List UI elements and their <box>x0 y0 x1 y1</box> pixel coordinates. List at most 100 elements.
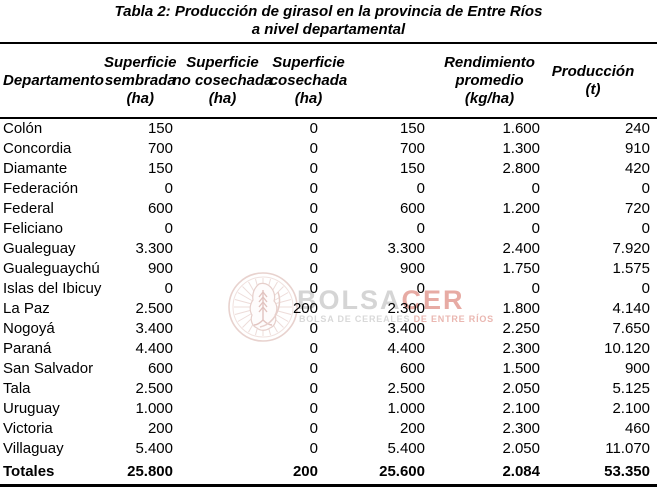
department-cell: Diamante <box>3 160 68 177</box>
watermark-subtitle-gray: BOLSA DE CEREALES <box>299 314 414 324</box>
table-header-row: Departamento Superficie sembrada (ha) Su… <box>0 44 657 119</box>
value-cell: 910 <box>624 140 650 157</box>
watermark-brand: BOLSACER <box>297 287 465 314</box>
value-cell: 11.070 <box>605 440 650 457</box>
value-cell: 0 <box>309 240 318 257</box>
value-cell: 200 <box>292 300 318 317</box>
table-row: Colón 150 0 150 1.600 240 <box>0 118 657 139</box>
table-title: Tabla 2: Producción de girasol en la pro… <box>0 0 657 44</box>
value-cell: 150 <box>399 120 425 137</box>
value-cell: 1.200 <box>502 200 540 217</box>
value-cell: 2.100 <box>502 400 540 417</box>
value-cell: 900 <box>624 360 650 377</box>
bolsacer-emblem-icon <box>228 272 298 342</box>
value-cell: 0 <box>309 160 318 177</box>
value-cell: 5.400 <box>135 440 173 457</box>
value-cell: 600 <box>399 200 425 217</box>
department-cell: Villaguay <box>3 440 64 457</box>
value-cell: 0 <box>416 180 425 197</box>
value-cell: 200 <box>147 420 173 437</box>
value-cell: 7.650 <box>612 320 650 337</box>
watermark-subtitle: BOLSA DE CEREALES DE ENTRE RÍOS <box>299 314 494 324</box>
value-cell: 700 <box>399 140 425 157</box>
value-cell: 0 <box>309 220 318 237</box>
watermark-brand-red: CER <box>401 285 465 315</box>
value-cell: 53.350 <box>604 462 650 480</box>
value-cell: 200 <box>399 420 425 437</box>
table-row: Federación 0 0 0 0 0 <box>0 179 657 199</box>
table-title-line2: a nivel departamental <box>251 21 406 38</box>
value-cell: 240 <box>624 120 650 137</box>
value-cell: 0 <box>641 180 650 197</box>
value-cell: 720 <box>624 200 650 217</box>
department-cell: Nogoyá <box>3 320 55 337</box>
table-row: Feliciano 0 0 0 0 0 <box>0 219 657 239</box>
value-cell: 0 <box>309 360 318 377</box>
value-cell: 150 <box>147 120 173 137</box>
value-cell: 1.000 <box>387 400 425 417</box>
value-cell: 0 <box>309 120 318 137</box>
value-cell: 600 <box>399 360 425 377</box>
value-cell: 0 <box>531 280 540 297</box>
value-cell: 0 <box>531 220 540 237</box>
value-cell: 1.600 <box>502 120 540 137</box>
table-body: Colón 150 0 150 1.600 240 Concordia 700 0 700 1.30… <box>0 118 657 486</box>
value-cell: 2.500 <box>387 380 425 397</box>
value-cell: 1.500 <box>502 360 540 377</box>
department-cell: Colón <box>3 120 43 137</box>
department-cell: Gualeguay <box>3 240 76 257</box>
value-cell: 2.800 <box>502 160 540 177</box>
department-cell: Federación <box>3 180 79 197</box>
value-cell: 0 <box>309 280 318 297</box>
value-cell: 0 <box>309 420 318 437</box>
value-cell: 0 <box>309 440 318 457</box>
value-cell: 0 <box>164 280 173 297</box>
department-cell: La Paz <box>3 300 50 317</box>
value-cell: 2.500 <box>135 380 173 397</box>
value-cell: 3.400 <box>135 320 173 337</box>
value-cell: 2.300 <box>387 300 425 317</box>
department-cell: Islas del Ibicuy <box>3 280 102 297</box>
value-cell: 3.300 <box>135 240 173 257</box>
column-header-superficie-cosechada: Superficie cosechada (ha) <box>270 44 430 119</box>
column-header-produccion: Producción (t) <box>545 44 657 119</box>
column-header-departamento: Departamento <box>0 44 120 119</box>
table-row: San Salvador 600 0 600 1.500 900 <box>0 359 657 379</box>
value-cell: 0 <box>641 280 650 297</box>
table-row: Tala 2.500 0 2.500 2.050 5.125 <box>0 379 657 399</box>
column-header-superficie-sembrada: Superficie sembrada (ha) <box>104 44 180 119</box>
production-table: Departamento Superficie sembrada (ha) Su… <box>0 44 657 487</box>
department-cell: Feliciano <box>3 220 64 237</box>
watermark-brand-gray: BOLSA <box>297 285 402 315</box>
table-row: Concordia 700 0 700 1.300 910 <box>0 139 657 159</box>
value-cell: 1.000 <box>135 400 173 417</box>
value-cell: 0 <box>531 180 540 197</box>
value-cell: 0 <box>309 180 318 197</box>
department-cell: San Salvador <box>3 360 94 377</box>
watermark-subtitle-red: DE ENTRE RÍOS <box>413 314 494 324</box>
value-cell: 600 <box>147 200 173 217</box>
table-row: Victoria 200 0 200 2.300 460 <box>0 419 657 439</box>
value-cell: 2.300 <box>502 420 540 437</box>
value-cell: 0 <box>164 180 173 197</box>
value-cell: 600 <box>147 360 173 377</box>
table-row: Uruguay 1.000 0 1.000 2.100 2.100 <box>0 399 657 419</box>
value-cell: 1.575 <box>612 260 650 277</box>
department-cell: Paraná <box>3 340 52 357</box>
value-cell: 4.400 <box>387 340 425 357</box>
department-cell: Totales <box>3 462 55 480</box>
value-cell: 4.400 <box>135 340 173 357</box>
value-cell: 2.084 <box>502 462 540 480</box>
value-cell: 0 <box>309 340 318 357</box>
value-cell: 5.125 <box>612 380 650 397</box>
value-cell: 25.600 <box>379 462 425 480</box>
value-cell: 2.050 <box>502 440 540 457</box>
value-cell: 0 <box>309 260 318 277</box>
value-cell: 5.400 <box>387 440 425 457</box>
table-row: Diamante 150 0 150 2.800 420 <box>0 159 657 179</box>
value-cell: 150 <box>399 160 425 177</box>
value-cell: 0 <box>309 200 318 217</box>
